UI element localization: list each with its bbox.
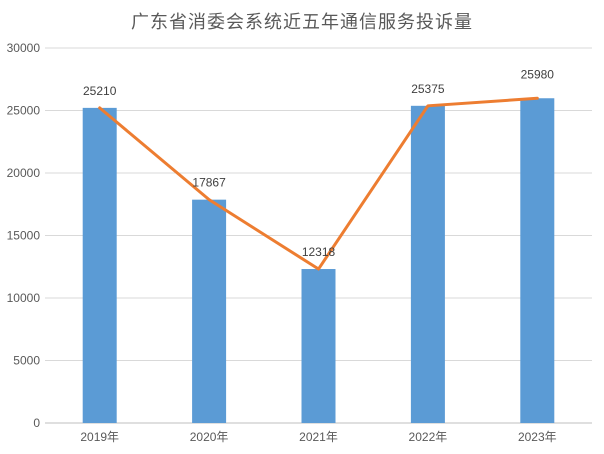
bar-2023年 (520, 98, 555, 423)
trend-line (98, 96, 539, 271)
bar-2021年 (301, 269, 336, 423)
x-tick-label: 2023年 (518, 430, 557, 444)
y-tick-label: 15000 (7, 229, 41, 243)
x-tick-label: 2019年 (80, 430, 119, 444)
data-label: 12318 (302, 245, 336, 259)
y-tick-label: 25000 (7, 104, 41, 118)
data-label: 25210 (83, 84, 117, 98)
data-label: 25375 (411, 82, 445, 96)
data-label: 25980 (521, 67, 555, 81)
bar-2019年 (82, 107, 117, 423)
x-tick-label: 2022年 (409, 430, 448, 444)
bar-2022年 (410, 105, 445, 423)
bar-2020年 (192, 199, 227, 423)
y-tick-label: 0 (33, 416, 40, 430)
chart-title: 广东省消委会系统近五年通信服务投诉量 (131, 12, 473, 32)
x-tick-label: 2020年 (190, 430, 229, 444)
y-tick-label: 20000 (7, 166, 41, 180)
y-tick-label: 5000 (13, 354, 40, 368)
x-tick-label: 2021年 (299, 430, 338, 444)
y-tick-label: 30000 (7, 41, 41, 55)
data-label: 17867 (192, 176, 226, 190)
y-tick-label: 10000 (7, 291, 41, 305)
